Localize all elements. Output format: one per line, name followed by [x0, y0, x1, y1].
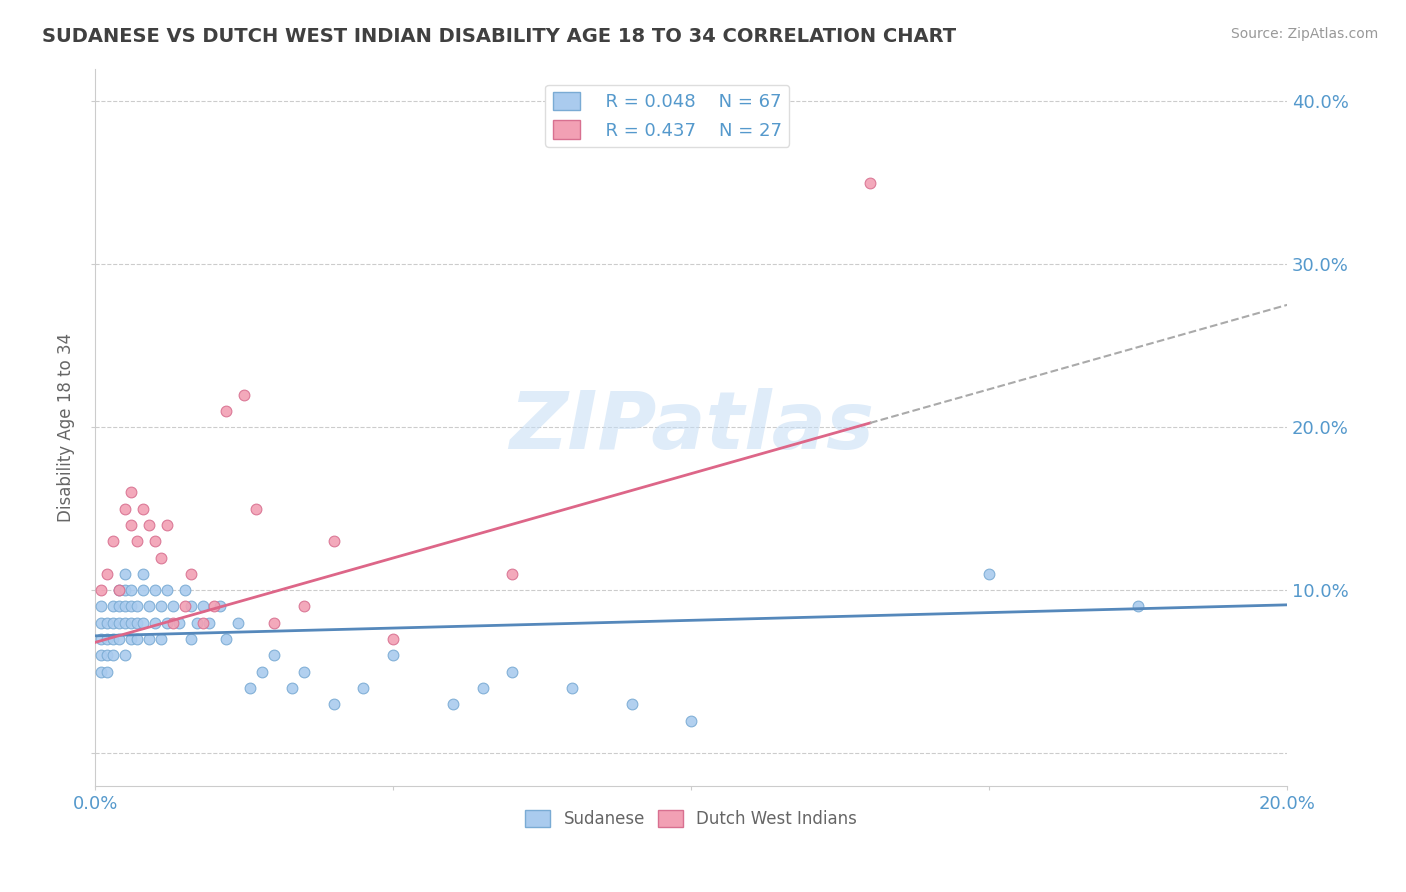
Point: [681, 714, 703, 728]
Point: [156, 583, 179, 598]
Point: [103, 615, 125, 630]
Point: [90, 583, 112, 598]
Point: [322, 698, 344, 712]
Point: [180, 632, 202, 646]
Point: [90, 648, 112, 663]
Point: [108, 583, 131, 598]
Point: [149, 632, 172, 646]
Point: [250, 665, 273, 679]
Point: [143, 615, 166, 630]
Point: [132, 566, 155, 581]
Text: Source: ZipAtlas.com: Source: ZipAtlas.com: [1230, 27, 1378, 41]
Point: [103, 534, 125, 549]
Point: [120, 518, 142, 533]
Point: [215, 632, 238, 646]
Point: [149, 550, 172, 565]
Point: [167, 615, 190, 630]
Point: [120, 632, 142, 646]
Point: [114, 599, 136, 614]
Point: [90, 632, 112, 646]
Point: [501, 566, 523, 581]
Point: [162, 615, 184, 630]
Point: [96, 632, 118, 646]
Point: [173, 599, 195, 614]
Point: [120, 583, 142, 598]
Point: [114, 583, 136, 598]
Point: [263, 648, 285, 663]
Point: [108, 599, 131, 614]
Point: [96, 665, 118, 679]
Point: [209, 599, 232, 614]
Point: [561, 681, 583, 695]
Point: [132, 501, 155, 516]
Point: [120, 599, 142, 614]
Point: [204, 599, 226, 614]
Point: [108, 615, 131, 630]
Legend: Sudanese, Dutch West Indians: Sudanese, Dutch West Indians: [519, 804, 865, 835]
Point: [143, 534, 166, 549]
Point: [114, 566, 136, 581]
Point: [620, 698, 643, 712]
Point: [353, 681, 375, 695]
Point: [132, 615, 155, 630]
Point: [186, 615, 208, 630]
Point: [114, 615, 136, 630]
Text: SUDANESE VS DUTCH WEST INDIAN DISABILITY AGE 18 TO 34 CORRELATION CHART: SUDANESE VS DUTCH WEST INDIAN DISABILITY…: [42, 27, 956, 45]
Y-axis label: Disability Age 18 to 34: Disability Age 18 to 34: [58, 333, 75, 522]
Point: [228, 615, 250, 630]
Point: [382, 632, 405, 646]
Point: [263, 615, 285, 630]
Point: [162, 599, 184, 614]
Point: [138, 632, 160, 646]
Point: [120, 485, 142, 500]
Point: [125, 632, 148, 646]
Point: [125, 615, 148, 630]
Point: [281, 681, 304, 695]
Point: [859, 176, 882, 190]
Point: [90, 599, 112, 614]
Point: [979, 566, 1001, 581]
Point: [125, 599, 148, 614]
Point: [96, 566, 118, 581]
Point: [239, 681, 262, 695]
Point: [125, 534, 148, 549]
Point: [143, 583, 166, 598]
Point: [132, 583, 155, 598]
Point: [501, 665, 523, 679]
Point: [322, 534, 344, 549]
Point: [1126, 599, 1149, 614]
Point: [215, 404, 238, 418]
Point: [441, 698, 464, 712]
Point: [156, 615, 179, 630]
Point: [471, 681, 494, 695]
Point: [120, 615, 142, 630]
Point: [138, 599, 160, 614]
Point: [103, 632, 125, 646]
Point: [191, 599, 214, 614]
Point: [180, 599, 202, 614]
Point: [292, 599, 315, 614]
Point: [90, 615, 112, 630]
Point: [197, 615, 219, 630]
Point: [180, 566, 202, 581]
Point: [96, 615, 118, 630]
Point: [382, 648, 405, 663]
Point: [103, 599, 125, 614]
Point: [191, 615, 214, 630]
Point: [114, 501, 136, 516]
Point: [138, 518, 160, 533]
Text: ZIPatlas: ZIPatlas: [509, 388, 873, 467]
Point: [173, 583, 195, 598]
Point: [292, 665, 315, 679]
Point: [156, 518, 179, 533]
Point: [108, 583, 131, 598]
Point: [108, 632, 131, 646]
Point: [149, 599, 172, 614]
Point: [90, 665, 112, 679]
Point: [96, 648, 118, 663]
Point: [103, 648, 125, 663]
Point: [114, 648, 136, 663]
Point: [245, 501, 267, 516]
Point: [233, 387, 256, 401]
